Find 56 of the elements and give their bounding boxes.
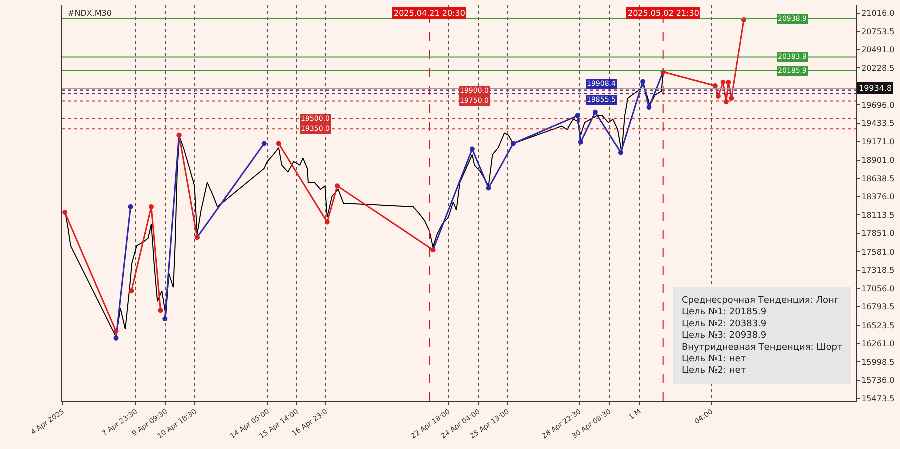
y-tick-label: 19696.0 [862,100,895,110]
y-tick-label: 18376.0 [862,192,895,202]
ref-line-label: 2025.05.02 21:30 [628,9,700,18]
y-tick-label: 18113.5 [862,210,895,220]
y-tick-label: 18901.0 [862,156,895,166]
point [158,308,164,314]
y-tick-label: 15473.5 [862,394,895,404]
point [640,79,646,84]
y-tick-label: 16261.0 [862,340,895,349]
annotation: Цель №2: 20383.9 [682,319,767,330]
point [62,210,68,216]
point [510,141,516,146]
point [114,328,119,334]
point [726,80,732,86]
point [575,113,580,118]
annotation: Цель №2: нет [682,366,746,376]
point [324,220,330,225]
annotation: Внутридневная Тенденция: Шорт [682,342,843,353]
ref-line-label: 19934.8 [859,84,892,93]
point [592,110,598,115]
annotation: Цель №1: 20185.9 [682,308,767,318]
y-tick-label: 17851.0 [862,229,895,238]
y-tick-label: 19171.0 [862,137,895,146]
annotation: Цель №3: 20938.9 [682,331,767,342]
point [114,336,119,341]
y-tick-label: 16523.5 [862,321,895,330]
y-tick-label: 20228.5 [862,64,895,73]
point [262,141,267,146]
point [162,316,168,322]
annotation: Цель №1: нет [682,354,746,364]
ref-line-label: 2025.04.21 20:30 [394,9,466,18]
y-tick-label: 19433.5 [862,119,895,128]
y-tick-label: 20491.0 [862,46,895,55]
point [276,141,282,146]
point [646,105,652,110]
point [149,204,154,210]
annotation: Среднесрочная Тенденция: Лонг [682,296,840,306]
point [470,146,475,152]
y-tick-label: 16793.5 [862,302,895,312]
y-tick-label: 15998.5 [862,358,895,367]
point [335,184,340,189]
point [578,140,584,145]
y-tick-label: 17581.0 [862,248,895,257]
point [486,186,492,191]
y-tick-label: 18638.5 [862,174,895,184]
y-tick-label: 15736.0 [862,376,895,386]
point [129,288,134,294]
y-tick-label: 17056.0 [862,284,895,294]
point [128,204,134,210]
point [729,96,734,102]
point [618,150,624,156]
y-tick-label: 17318.5 [862,266,895,276]
y-tick-label: 21016.0 [862,9,895,18]
point [720,80,726,86]
y-tick-label: 20753.5 [862,27,895,36]
annotation: #NDX,M30 [68,9,112,18]
